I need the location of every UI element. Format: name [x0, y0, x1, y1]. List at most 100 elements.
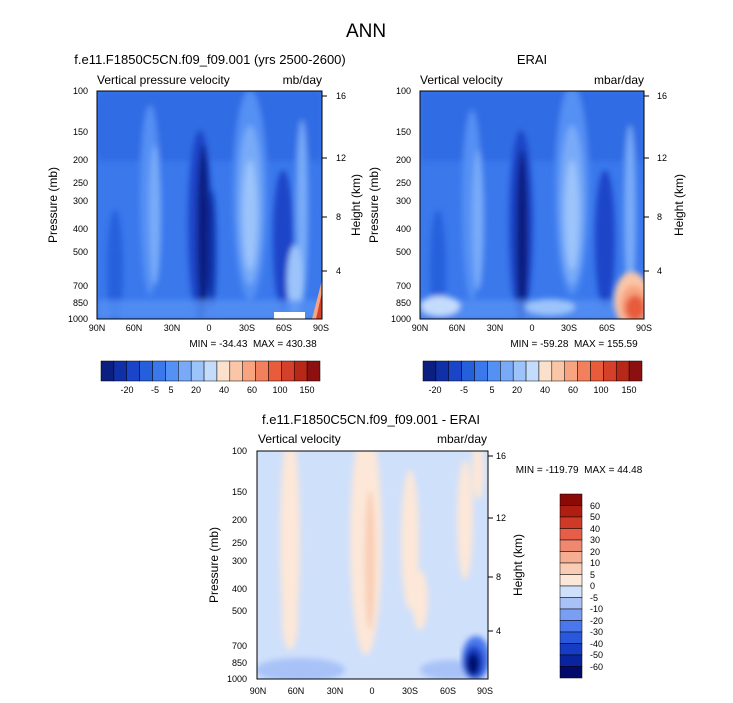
- colorbar-label: -30: [590, 627, 603, 637]
- height-tick: 12: [496, 513, 506, 523]
- colorbar-label: -20: [120, 385, 133, 395]
- panel-diff-field: [257, 451, 488, 679]
- colorbar-label: 5: [590, 570, 595, 580]
- panel-erai-ylabel-right: Height (km): [672, 174, 686, 236]
- y-tick: 500: [73, 247, 88, 257]
- y-tick: 150: [73, 127, 88, 137]
- x-tick: 30S: [239, 323, 255, 333]
- x-tick: 90N: [89, 323, 106, 333]
- x-tick: 30S: [402, 686, 418, 696]
- colorbar-label: 60: [568, 385, 578, 395]
- colorbar-swatch: [577, 360, 591, 382]
- colorbar-label: -5: [590, 593, 598, 603]
- colorbar-label: 150: [299, 385, 314, 395]
- colorbar-swatch: [126, 360, 140, 382]
- y-tick: 1000: [68, 314, 88, 324]
- panel-erai-title: ERAI: [517, 52, 547, 67]
- x-tick: 0: [369, 686, 374, 696]
- colorbar-swatch: [559, 493, 583, 506]
- colorbar-label: 40: [219, 385, 229, 395]
- y-tick: 400: [232, 584, 247, 594]
- colorbar-label: 20: [590, 547, 600, 557]
- colorbar-swatch: [293, 360, 308, 382]
- colorbar-label: 40: [590, 524, 600, 534]
- panel-diff-y-ticks: 100 150 200 250 300 400 500 700 850 1000: [227, 446, 247, 684]
- panel-model-title: f.e11.F1850C5CN.f09_f09.001 (yrs 2500-26…: [74, 52, 345, 67]
- colorbar-swatch: [564, 360, 578, 382]
- panel-model-y-ticks: 100 150 200 250 300 400 500 700 850 1000: [68, 86, 88, 324]
- height-tick: 8: [657, 212, 662, 222]
- y-tick: 100: [232, 446, 247, 456]
- colorbar-swatch: [603, 360, 617, 382]
- panel-model-colorbar: [100, 360, 321, 382]
- y-tick: 700: [396, 281, 411, 291]
- x-tick: 90S: [477, 686, 493, 696]
- panel-erai-left-label: Vertical velocity: [420, 73, 503, 87]
- colorbar-label: 60: [247, 385, 257, 395]
- colorbar-label: 10: [590, 558, 600, 568]
- colorbar-swatch: [281, 360, 295, 382]
- colorbar-label: 30: [590, 535, 600, 545]
- x-tick: 60N: [449, 323, 466, 333]
- colorbar-label: -60: [590, 662, 603, 672]
- colorbar-swatch: [229, 360, 243, 382]
- colorbar-swatch: [216, 360, 231, 382]
- panel-diff-frame: [256, 450, 489, 680]
- height-tick: 4: [496, 626, 501, 636]
- panel-model-colorbar-labels: -20 -5 5 20 40 60 100 150: [120, 385, 314, 395]
- y-tick: 1000: [391, 314, 411, 324]
- y-tick: 250: [396, 178, 411, 188]
- y-tick: 200: [73, 155, 88, 165]
- y-tick: 150: [396, 127, 411, 137]
- colorbar-swatch: [500, 360, 514, 382]
- panel-diff-left-label: Vertical velocity: [258, 432, 341, 446]
- panel-erai-colorbar: [422, 360, 643, 382]
- colorbar-swatch: [100, 360, 115, 382]
- panel-diff: f.e11.F1850C5CN.f09_f09.001 - ERAI Verti…: [207, 412, 643, 696]
- y-tick: 850: [396, 298, 411, 308]
- colorbar-swatch: [559, 539, 583, 552]
- panel-erai-right-ticks: 16 12 8 4: [657, 91, 667, 276]
- panel-erai-frame: [419, 90, 645, 320]
- panel-erai-stats: MIN = -59.28 MAX = 155.59: [510, 339, 638, 350]
- panel-model-right-ticks: 16 12 8 4: [336, 91, 346, 276]
- panel-model-frame: [96, 90, 323, 320]
- x-tick: 60N: [288, 686, 305, 696]
- height-tick: 4: [657, 266, 662, 276]
- colorbar-swatch: [139, 360, 153, 382]
- colorbar-label: 60: [590, 501, 600, 511]
- colorbar-label: -50: [590, 650, 603, 660]
- x-tick: 90N: [412, 323, 429, 333]
- colorbar-label: 0: [590, 581, 595, 591]
- x-tick: 60S: [599, 323, 615, 333]
- colorbar-label: 100: [272, 385, 287, 395]
- colorbar-swatch: [203, 360, 218, 382]
- height-tick: 12: [657, 153, 667, 163]
- colorbar-swatch: [551, 360, 565, 382]
- colorbar-label: -40: [590, 639, 603, 649]
- y-tick: 700: [73, 281, 88, 291]
- panel-erai: ERAI Vertical velocity mbar/day: [367, 52, 686, 395]
- colorbar-swatch: [435, 360, 450, 382]
- colorbar-swatch: [559, 608, 583, 621]
- panel-model-left-label: Vertical pressure velocity: [97, 73, 230, 87]
- colorbar-label: 5: [168, 385, 173, 395]
- colorbar-swatch: [525, 360, 540, 382]
- panel-model-ylabel: Pressure (mb): [46, 167, 60, 243]
- height-tick: 4: [336, 266, 341, 276]
- colorbar-swatch: [255, 360, 269, 382]
- colorbar-swatch: [113, 360, 128, 382]
- panel-model-ylabel-right: Height (km): [349, 174, 363, 236]
- y-tick: 700: [232, 641, 247, 651]
- colorbar-swatch: [559, 551, 583, 564]
- colorbar-swatch: [487, 360, 501, 382]
- colorbar-label: 20: [512, 385, 522, 395]
- y-tick: 200: [232, 515, 247, 525]
- colorbar-label: 40: [540, 385, 550, 395]
- colorbar-swatch: [448, 360, 462, 382]
- x-tick: 30N: [164, 323, 181, 333]
- colorbar-swatch: [590, 360, 604, 382]
- x-tick: 60S: [440, 686, 456, 696]
- colorbar-swatch: [422, 360, 437, 382]
- y-tick: 400: [396, 224, 411, 234]
